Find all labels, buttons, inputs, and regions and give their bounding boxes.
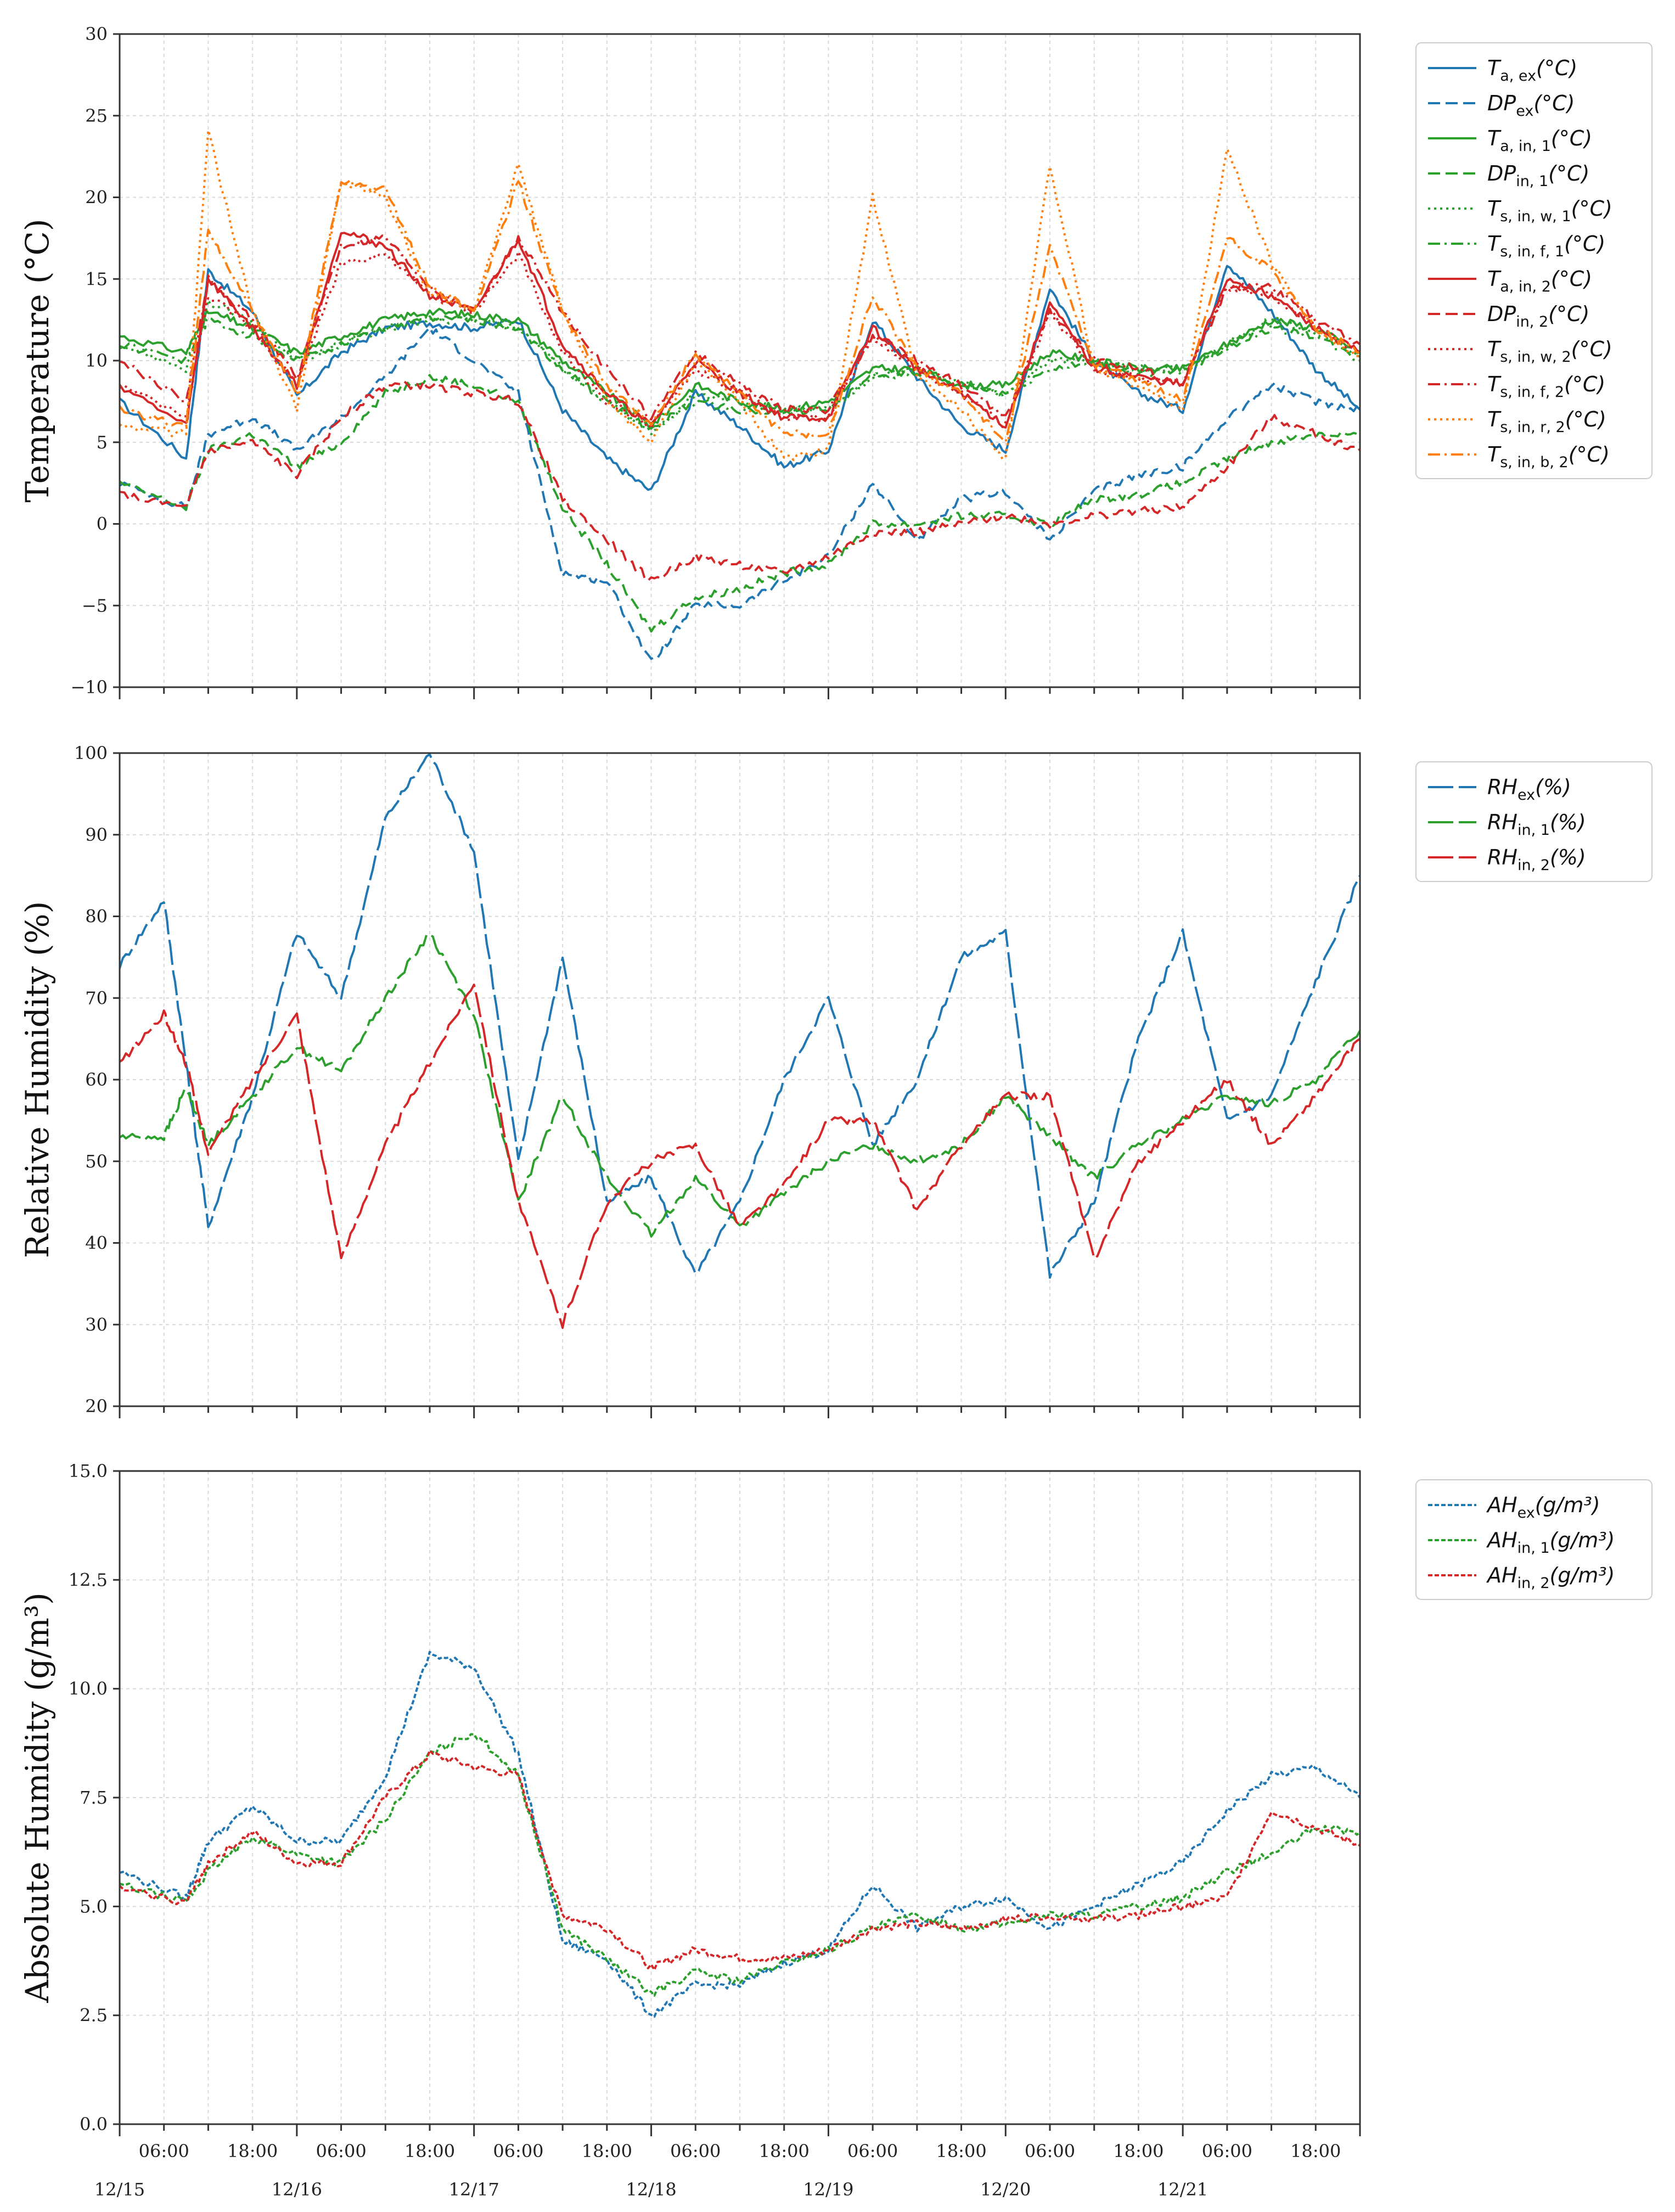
series-line-t-s-in-f-2-c- bbox=[120, 234, 1360, 421]
legend-entry-label: Ta, ex(°C) bbox=[1487, 56, 1577, 85]
legend-entry-label: Ts, in, w, 1(°C) bbox=[1487, 197, 1612, 225]
x-time-label: 06:00 bbox=[847, 2141, 898, 2162]
y-tick-label: 60 bbox=[85, 1069, 108, 1090]
x-time-label: 06:00 bbox=[670, 2141, 721, 2162]
y-axis-title: Absolute Humidity (g/m³) bbox=[19, 1592, 56, 2003]
x-time-label: 18:00 bbox=[227, 2141, 278, 2162]
series-line-t-s-in-r-2-c- bbox=[120, 129, 1360, 462]
x-date-label: 12/19 bbox=[803, 2179, 853, 2200]
series-line-rh-ex- bbox=[120, 753, 1360, 1279]
legend-entry-label: DPin, 1(°C) bbox=[1487, 161, 1589, 190]
x-time-label: 06:00 bbox=[316, 2141, 366, 2162]
x-time-label: 18:00 bbox=[1113, 2141, 1163, 2162]
y-tick-label: −10 bbox=[70, 677, 108, 698]
y-axis-title: Temperature (°C) bbox=[19, 218, 56, 502]
legend-entry-label: Ts, in, b, 2(°C) bbox=[1487, 442, 1610, 471]
y-tick-label: 5.0 bbox=[80, 1896, 108, 1917]
chart-panel-1: 30 25 20 15 10 5 0 −5 −10 Temperature (°C) Ta, ex(… bbox=[19, 24, 1652, 699]
legend-frame bbox=[1415, 1479, 1652, 1600]
y-tick-label: 0 bbox=[97, 514, 108, 535]
legend-entry-label: Ts, in, w, 2(°C) bbox=[1487, 337, 1612, 366]
x-time-label: 06:00 bbox=[1025, 2141, 1075, 2162]
legend-entry-label: RHex(%) bbox=[1487, 775, 1571, 804]
y-tick-label: 30 bbox=[85, 24, 108, 44]
legend-entry-label: DPex(°C) bbox=[1487, 91, 1575, 120]
series-line-ah-in-2-g-m- bbox=[120, 1749, 1360, 1971]
y-tick-label: 40 bbox=[85, 1233, 108, 1254]
legend-entry-label: Ts, in, f, 1(°C) bbox=[1487, 232, 1605, 260]
y-tick-label: 12.5 bbox=[69, 1569, 108, 1590]
y-tick-label: 70 bbox=[85, 987, 108, 1008]
legend-frame bbox=[1415, 761, 1652, 882]
x-time-label: 06:00 bbox=[493, 2141, 543, 2162]
legend-entry-label: RHin, 2(%) bbox=[1487, 845, 1586, 874]
y-tick-label: 2.5 bbox=[80, 2005, 108, 2026]
y-tick-label: 15 bbox=[85, 268, 108, 289]
legend-entry-label: AHex(g/m³) bbox=[1486, 1493, 1600, 1522]
x-date-label: 12/18 bbox=[626, 2179, 676, 2200]
x-time-label: 18:00 bbox=[582, 2141, 632, 2162]
series-line-ah-ex-g-m- bbox=[120, 1650, 1360, 2018]
y-tick-label: 30 bbox=[85, 1314, 108, 1335]
y-tick-label: −5 bbox=[82, 595, 108, 616]
series-line-ah-in-1-g-m- bbox=[120, 1733, 1360, 1997]
chart-panel-3: 15.0 12.5 10.0 7.5 5.0 2.5 0.0 Absolute Humidit… bbox=[19, 1461, 1652, 2136]
y-tick-label: 10 bbox=[85, 350, 108, 371]
legend-entry-label: AHin, 1(g/m³) bbox=[1486, 1528, 1615, 1557]
y-tick-label: 5 bbox=[97, 432, 108, 453]
legend-entry-label: Ta, in, 2(°C) bbox=[1487, 267, 1592, 295]
x-time-label: 06:00 bbox=[1202, 2141, 1252, 2162]
legend-entry-label: Ts, in, r, 2(°C) bbox=[1487, 407, 1606, 436]
y-tick-label: 100 bbox=[74, 743, 108, 763]
y-tick-label: 90 bbox=[85, 824, 108, 845]
x-date-label: 12/16 bbox=[272, 2179, 322, 2200]
chart-panel-2: 100 90 80 70 60 50 40 30 20 Relative Humidity (%)… bbox=[19, 743, 1652, 1418]
legend: Ta, ex(°C) DPex(°C) Ta, in, 1(°C) DPin, 1(°… bbox=[1415, 42, 1652, 479]
series-line-dp-ex-c- bbox=[120, 326, 1360, 660]
y-tick-label: 25 bbox=[85, 105, 108, 126]
x-date-label: 12/17 bbox=[449, 2179, 499, 2200]
series-line-t-s-in-w-2-c- bbox=[120, 250, 1360, 430]
series-line-dp-in-1-c- bbox=[120, 374, 1360, 633]
series-line-dp-in-2-c- bbox=[120, 380, 1360, 582]
legend-entry-label: RHin, 1(%) bbox=[1487, 810, 1586, 839]
y-tick-label: 0.0 bbox=[80, 2114, 108, 2135]
legend-entry-label: AHin, 2(g/m³) bbox=[1486, 1563, 1615, 1592]
series-line-rh-in-2- bbox=[120, 984, 1360, 1329]
series-line-t-s-in-b-2-c- bbox=[120, 178, 1360, 443]
legend: RHex(%) RHin, 1(%) RHin, 2(%) bbox=[1415, 761, 1652, 882]
y-axis-title: Relative Humidity (%) bbox=[19, 901, 56, 1259]
legend-entry-label: Ta, in, 1(°C) bbox=[1487, 126, 1592, 155]
series-line-t-a-in-1-c- bbox=[120, 307, 1360, 430]
series-line-rh-in-1- bbox=[120, 933, 1360, 1238]
y-tick-label: 10.0 bbox=[69, 1678, 108, 1699]
x-time-label: 18:00 bbox=[759, 2141, 810, 2162]
y-tick-label: 7.5 bbox=[80, 1787, 108, 1808]
x-date-label: 12/21 bbox=[1157, 2179, 1208, 2200]
legend: AHex(g/m³) AHin, 1(g/m³) AHin, 2(g/m³) bbox=[1415, 1479, 1652, 1600]
series-line-t-a-ex-c- bbox=[120, 265, 1360, 491]
x-date-label: 12/15 bbox=[94, 2179, 145, 2200]
x-time-label: 18:00 bbox=[404, 2141, 455, 2162]
legend-entry-label: Ts, in, f, 2(°C) bbox=[1487, 372, 1605, 401]
x-date-label: 12/20 bbox=[980, 2179, 1031, 2200]
legend-frame bbox=[1415, 42, 1652, 479]
y-tick-label: 50 bbox=[85, 1151, 108, 1172]
y-tick-label: 80 bbox=[85, 906, 108, 927]
y-tick-label: 15.0 bbox=[69, 1461, 108, 1481]
x-time-label: 18:00 bbox=[936, 2141, 986, 2162]
y-tick-label: 20 bbox=[85, 187, 108, 208]
legend-entry-label: DPin, 2(°C) bbox=[1487, 302, 1589, 330]
y-tick-label: 20 bbox=[85, 1396, 108, 1417]
x-time-label: 06:00 bbox=[139, 2141, 189, 2162]
x-time-label: 18:00 bbox=[1290, 2141, 1341, 2162]
